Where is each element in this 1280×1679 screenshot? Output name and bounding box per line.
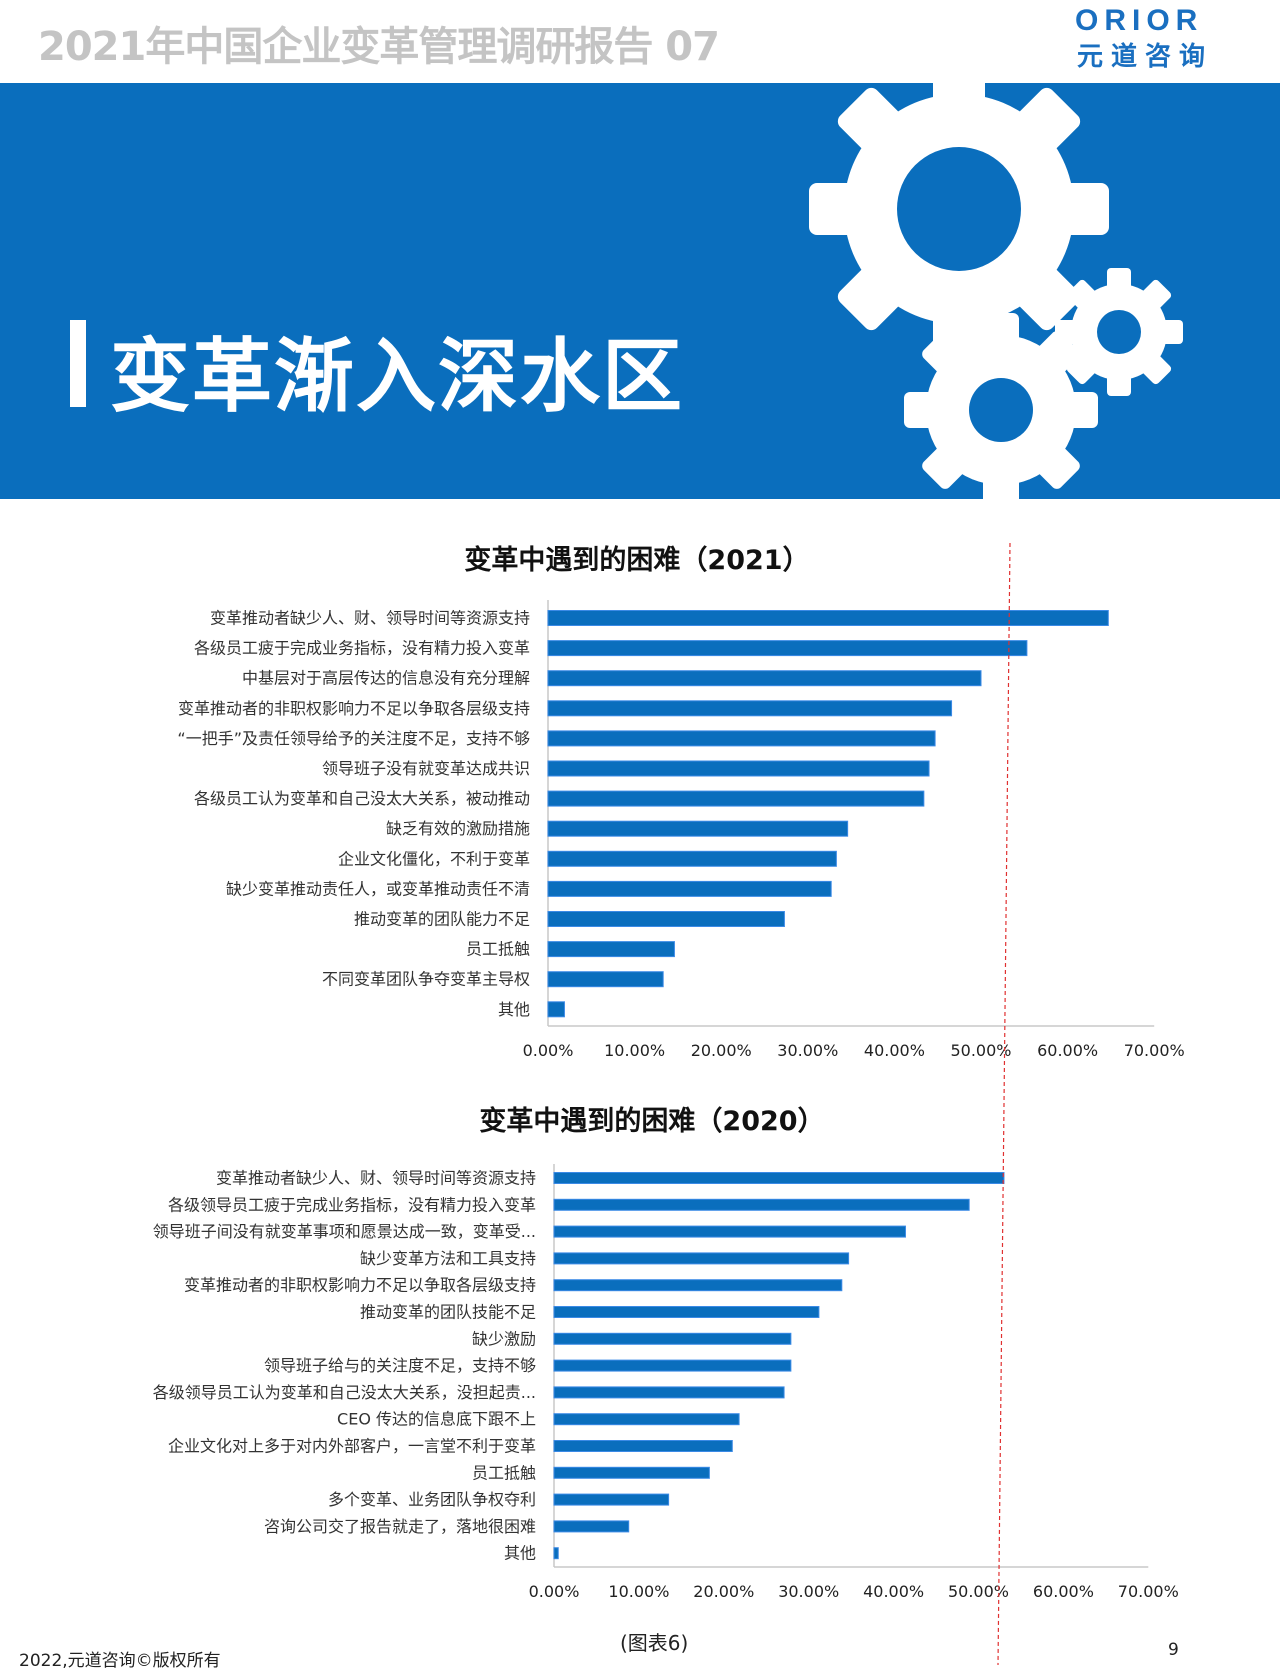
category-label: 各级领导员工认为变革和自己没太大关系，没担起责...	[153, 1383, 536, 1402]
bar	[553, 1279, 843, 1292]
category-label: 变革推动者缺少人、财、领导时间等资源支持	[216, 1169, 536, 1188]
category-label: 各级员工认为变革和自己没太大关系，被动推动	[194, 789, 530, 808]
category-label: 缺少变革方法和工具支持	[360, 1249, 536, 1268]
category-label: 不同变革团队争夺变革主导权	[322, 970, 530, 989]
category-label: 其他	[504, 1544, 536, 1563]
chart-title: 变革中遇到的困难（2021）	[464, 544, 809, 576]
bar	[547, 790, 925, 807]
x-tick-label: 20.00%	[693, 1582, 754, 1601]
category-label: 各级领导员工疲于完成业务指标，没有精力投入变革	[168, 1195, 536, 1214]
bar	[553, 1332, 792, 1345]
reference-line	[997, 542, 1011, 1666]
orior-logo: ORIOR 元道咨询	[1075, 4, 1250, 72]
bar	[547, 820, 849, 837]
category-label: 其他	[498, 1000, 530, 1019]
x-tick-label: 40.00%	[864, 1041, 925, 1060]
bar	[547, 850, 837, 867]
copyright-text: 2022,元道咨询©版权所有	[19, 1651, 221, 1671]
bar	[547, 880, 832, 897]
bar	[553, 1172, 1005, 1184]
category-label: 咨询公司交了报告就走了，落地很困难	[264, 1517, 536, 1536]
bar	[547, 760, 930, 777]
category-label: 变革推动者缺少人、财、领导时间等资源支持	[210, 609, 530, 628]
bar	[553, 1306, 820, 1318]
category-label: 推动变革的团队能力不足	[354, 910, 530, 929]
document-title: 2021年中国企业变革管理调研报告 07	[38, 24, 720, 70]
x-tick-label: 30.00%	[777, 1041, 838, 1060]
bar	[547, 610, 1109, 626]
bar	[553, 1547, 559, 1560]
x-tick-label: 50.00%	[950, 1041, 1011, 1060]
bar	[553, 1252, 850, 1265]
x-tick-label: 40.00%	[863, 1582, 924, 1601]
category-label: 中基层对于高层传达的信息没有充分理解	[242, 669, 530, 688]
category-label: 变革推动者的非职权影响力不足以争取各层级支持	[184, 1276, 536, 1295]
page-number: 9	[1168, 1640, 1179, 1660]
x-tick-label: 50.00%	[948, 1582, 1009, 1601]
bar	[553, 1493, 670, 1506]
section-title: 变革渐入深水区	[110, 330, 684, 423]
bar	[547, 941, 675, 958]
category-label: CEO 传达的信息底下跟不上	[337, 1410, 536, 1429]
bar	[553, 1359, 792, 1372]
bar	[547, 670, 982, 687]
x-tick-label: 0.00%	[529, 1582, 580, 1601]
x-tick-label: 30.00%	[778, 1582, 839, 1601]
x-tick-label: 10.00%	[608, 1582, 669, 1601]
category-label: “一把手”及责任领导给予的关注度不足，支持不够	[177, 729, 530, 748]
bar	[553, 1413, 740, 1426]
category-label: 变革推动者的非职权影响力不足以争取各层级支持	[178, 699, 530, 718]
x-tick-label: 70.00%	[1118, 1582, 1179, 1601]
bar	[547, 730, 936, 747]
category-label: 缺乏有效的激励措施	[386, 819, 530, 838]
x-tick-label: 60.00%	[1033, 1582, 1094, 1601]
bar	[553, 1225, 906, 1238]
x-tick-label: 70.00%	[1124, 1041, 1185, 1060]
x-tick-label: 20.00%	[691, 1041, 752, 1060]
bar	[547, 911, 785, 927]
x-tick-label: 0.00%	[523, 1041, 574, 1060]
gears-icon	[809, 83, 1183, 499]
category-label: 企业文化僵化，不利于变革	[338, 849, 530, 868]
category-label: 推动变革的团队技能不足	[360, 1303, 536, 1322]
category-label: 企业文化对上多于对内外部客户，一言堂不利于变革	[168, 1437, 536, 1456]
category-label: 领导班子给与的关注度不足，支持不够	[264, 1356, 536, 1375]
bar	[553, 1440, 733, 1452]
figure-caption: (图表6)	[620, 1631, 689, 1655]
logo-text-en: ORIOR	[1075, 4, 1204, 37]
x-tick-label: 10.00%	[604, 1041, 665, 1060]
x-tick-label: 60.00%	[1037, 1041, 1098, 1060]
bar	[547, 1001, 565, 1018]
category-label: 员工抵触	[466, 940, 530, 959]
bar	[553, 1466, 710, 1479]
bar	[547, 640, 1028, 657]
category-label: 领导班子没有就变革达成共识	[322, 759, 530, 778]
category-label: 多个变革、业务团队争权夺利	[328, 1490, 536, 1509]
category-label: 各级员工疲于完成业务指标，没有精力投入变革	[194, 639, 530, 658]
bar	[547, 700, 953, 717]
bar	[553, 1386, 785, 1399]
bar	[547, 971, 664, 988]
section-banner	[0, 83, 1280, 499]
title-accent-bar	[70, 320, 86, 407]
bar	[553, 1520, 630, 1533]
category-label: 领导班子间没有就变革事项和愿景达成一致，变革受...	[153, 1222, 536, 1241]
category-label: 缺少变革推动责任人，或变革推动责任不清	[226, 879, 530, 898]
bar	[553, 1198, 970, 1211]
chart-title: 变革中遇到的困难（2020）	[479, 1105, 824, 1137]
logo-text-cn: 元道咨询	[1077, 42, 1214, 72]
category-label: 缺少激励	[472, 1329, 536, 1348]
category-label: 员工抵触	[472, 1463, 536, 1482]
